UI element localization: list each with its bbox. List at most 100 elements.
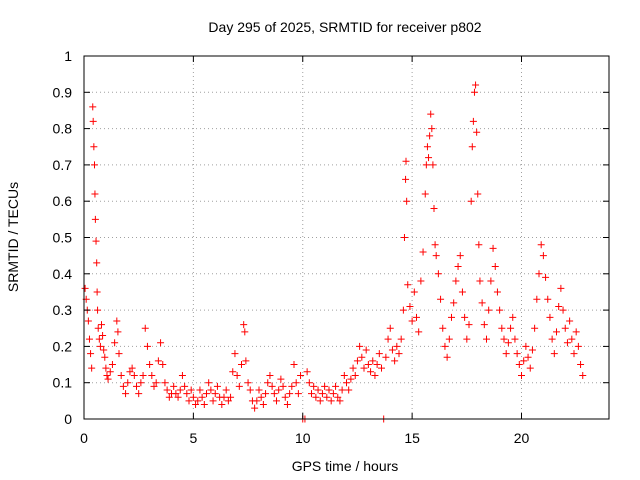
data-point (253, 397, 261, 405)
data-point (395, 350, 403, 358)
data-point (500, 335, 508, 343)
chart-title: Day 295 of 2025, SRMTID for receiver p80… (208, 19, 481, 35)
y-tick-label: 0.7 (53, 157, 73, 173)
data-point (235, 382, 243, 390)
data-point (526, 364, 534, 372)
data-point (572, 328, 580, 336)
data-point (496, 306, 504, 314)
data-point (577, 361, 585, 369)
data-point (489, 244, 497, 252)
data-point (369, 357, 377, 365)
data-point (445, 335, 453, 343)
data-point (456, 252, 464, 260)
data-point (310, 382, 318, 390)
data-point (454, 263, 462, 271)
data-point (290, 361, 298, 369)
data-point (325, 386, 333, 394)
data-point (373, 361, 381, 369)
y-tick-label: 0.3 (53, 302, 73, 318)
data-point (487, 277, 495, 285)
grid-lines (84, 56, 609, 419)
data-point (502, 350, 510, 358)
data-point (367, 368, 375, 376)
data-point (141, 324, 149, 332)
data-point (393, 342, 401, 350)
data-point (133, 382, 140, 390)
data-point (332, 382, 340, 390)
data-point (533, 295, 541, 303)
data-point (397, 335, 405, 343)
data-point (286, 390, 294, 398)
data-point (507, 324, 515, 332)
data-point (410, 288, 418, 296)
data-point (474, 190, 482, 198)
data-point (336, 397, 344, 405)
data-point (356, 342, 364, 350)
data-point (473, 128, 481, 136)
data-point (522, 342, 530, 350)
data-point (165, 393, 173, 401)
data-point (546, 313, 554, 321)
data-point (520, 357, 528, 365)
data-point (515, 361, 523, 369)
y-tick-label: 1 (64, 48, 72, 64)
x-tick-label: 10 (295, 430, 311, 446)
data-point (185, 397, 193, 405)
data-point (531, 324, 539, 332)
data-point (99, 332, 107, 340)
data-point (148, 371, 156, 379)
x-tick-label: 20 (514, 430, 530, 446)
data-point (382, 353, 390, 361)
data-point (244, 379, 252, 387)
data-point (81, 284, 89, 292)
x-tick-label: 0 (80, 430, 88, 446)
data-point (434, 270, 442, 278)
data-point (314, 386, 322, 394)
data-point (93, 259, 101, 267)
data-point (94, 324, 102, 332)
data-point (563, 339, 571, 347)
data-point (255, 386, 263, 394)
data-point (89, 103, 97, 111)
data-point (91, 215, 99, 223)
data-point (240, 321, 248, 329)
data-point (443, 353, 451, 361)
data-point (218, 400, 226, 408)
data-point (475, 241, 483, 249)
data-point (452, 277, 460, 285)
data-point (124, 379, 132, 387)
data-point (476, 277, 484, 285)
data-point (388, 346, 396, 354)
data-point (268, 382, 276, 390)
data-point (95, 335, 103, 343)
data-point (88, 364, 96, 372)
data-point (469, 117, 477, 125)
y-tick-label: 0.8 (53, 121, 73, 137)
data-point (198, 393, 206, 401)
data-point (111, 339, 119, 347)
data-point (461, 313, 469, 321)
data-point (130, 371, 138, 379)
data-point (391, 357, 399, 365)
data-point (135, 390, 143, 398)
data-point (85, 335, 93, 343)
data-point (364, 361, 372, 369)
data-point (421, 190, 429, 198)
data-point (238, 361, 245, 369)
data-point (347, 375, 355, 383)
data-point (275, 386, 283, 394)
data-point (305, 379, 313, 387)
data-point (257, 393, 265, 401)
y-axis-title: SRMTID / TECUs (5, 182, 21, 292)
data-point (472, 81, 480, 89)
data-point (181, 382, 189, 390)
data-point (119, 382, 127, 390)
data-point (349, 364, 357, 372)
data-point (152, 379, 160, 387)
data-point (270, 390, 278, 398)
data-point (98, 321, 105, 329)
data-point (480, 321, 488, 329)
data-point (426, 132, 434, 140)
data-point (102, 364, 110, 372)
